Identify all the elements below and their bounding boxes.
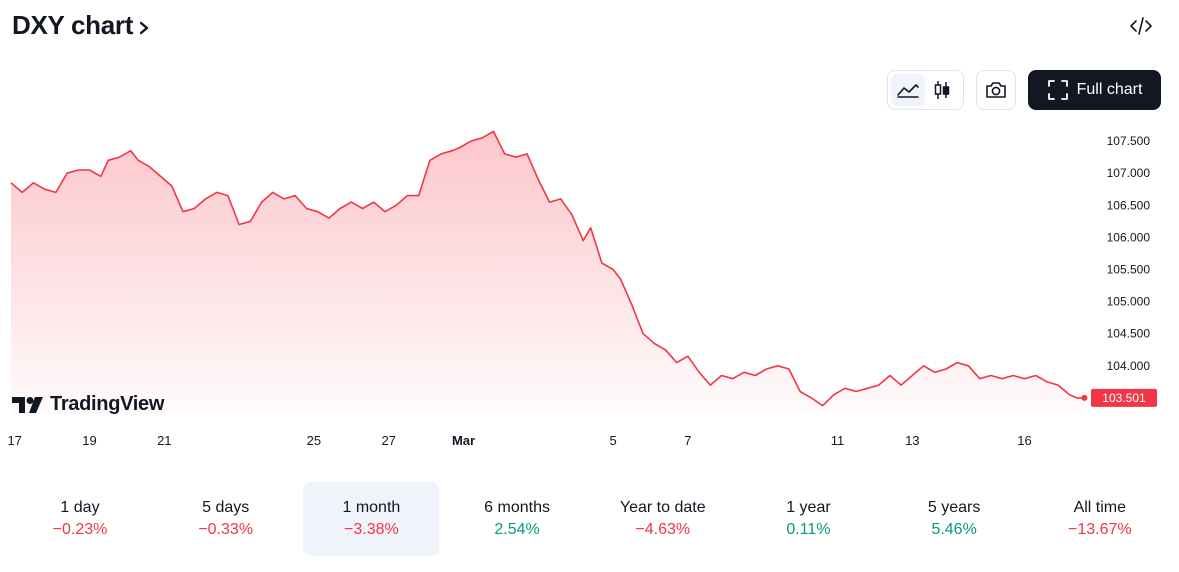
x-tick-label: 25 (307, 433, 321, 448)
y-axis: 107.500 107.000 106.500 106.000 105.500 105.0… (1107, 134, 1151, 373)
x-tick-label: 5 (609, 433, 616, 448)
period-change: −4.63% (635, 521, 691, 538)
period-label: 5 years (927, 499, 981, 516)
last-price-dot (1081, 394, 1088, 401)
code-embed-icon (1130, 17, 1152, 35)
x-tick-label: 19 (82, 433, 96, 448)
y-tick-label: 105.000 (1107, 295, 1151, 309)
price-line (10, 130, 1085, 407)
tradingview-logo[interactable]: TradingView (12, 393, 164, 416)
y-tick-label: 106.000 (1107, 230, 1151, 244)
price-chart[interactable]: 107.500 107.000 106.500 106.000 105.500 105.0… (0, 120, 1179, 460)
camera-icon (986, 82, 1006, 98)
snapshot-button[interactable] (976, 70, 1016, 110)
period-label: All time (1073, 499, 1127, 516)
page-title: DXY chart (12, 10, 134, 40)
candlestick-icon (934, 81, 950, 99)
period-selector: 1 day −0.23% 5 days −0.33% 1 month −3.38… (12, 482, 1168, 556)
period-change: −0.33% (198, 521, 254, 538)
chevron-right-icon (139, 21, 149, 34)
period-change: 2.54% (494, 521, 540, 538)
full-chart-button[interactable]: Full chart (1028, 70, 1161, 110)
last-price-tag: 103.501 (1091, 388, 1157, 407)
area-chart-button[interactable] (891, 74, 925, 106)
area-chart-icon (897, 84, 919, 98)
chart-title-link[interactable]: DXY chart (12, 10, 151, 41)
period-change: 0.11% (786, 521, 831, 538)
period-5-years[interactable]: 5 years 5.46% (886, 482, 1022, 556)
y-tick-label: 107.000 (1107, 166, 1151, 180)
last-price-tag-bg (1091, 388, 1157, 407)
period-change: 5.46% (931, 521, 977, 538)
x-tick-label: 27 (381, 433, 395, 448)
period-5-days[interactable]: 5 days −0.33% (158, 482, 294, 556)
x-tick-label: Mar (452, 433, 475, 448)
chart-style-toggle (887, 70, 964, 110)
price-area (11, 131, 1085, 414)
x-axis: 17 19 21 25 27 Mar 5 7 11 13 16 (7, 433, 1031, 448)
x-tick-label: 7 (684, 433, 691, 448)
x-tick-label: 13 (905, 433, 919, 448)
y-tick-label: 104.000 (1107, 359, 1151, 373)
period-change: −0.23% (52, 521, 108, 538)
period-year-to-date[interactable]: Year to date −4.63% (595, 482, 731, 556)
x-tick-label: 17 (7, 433, 21, 448)
period-1-day[interactable]: 1 day −0.23% (12, 482, 148, 556)
period-1-month[interactable]: 1 month −3.38% (303, 482, 440, 556)
period-label: 1 day (60, 499, 100, 516)
full-chart-label: Full chart (1076, 81, 1143, 98)
x-tick-label: 11 (831, 433, 845, 448)
fullscreen-icon (1047, 80, 1068, 100)
candlestick-chart-button[interactable] (925, 74, 959, 106)
y-tick-label: 105.500 (1107, 263, 1151, 277)
period-1-year[interactable]: 1 year 0.11% (740, 482, 876, 556)
x-tick-label: 21 (157, 433, 171, 448)
period-change: −13.67% (1068, 521, 1132, 538)
tradingview-logo-text: TradingView (50, 393, 165, 415)
period-change: −3.38% (344, 521, 399, 538)
embed-button[interactable] (1124, 10, 1158, 42)
period-label: 1 year (786, 499, 831, 516)
x-tick-label: 16 (1017, 433, 1031, 448)
period-label: 1 month (342, 499, 401, 516)
y-tick-label: 106.500 (1107, 198, 1151, 212)
period-all-time[interactable]: All time −13.67% (1032, 482, 1168, 556)
period-label: Year to date (619, 499, 706, 516)
y-tick-label: 107.500 (1107, 134, 1151, 148)
period-label: 6 months (484, 499, 550, 516)
period-6-months[interactable]: 6 months 2.54% (449, 482, 585, 556)
period-label: 5 days (202, 499, 250, 516)
tradingview-logo-icon (12, 396, 43, 413)
last-price-label: 103.501 (1102, 391, 1146, 405)
y-tick-label: 104.500 (1107, 327, 1151, 341)
